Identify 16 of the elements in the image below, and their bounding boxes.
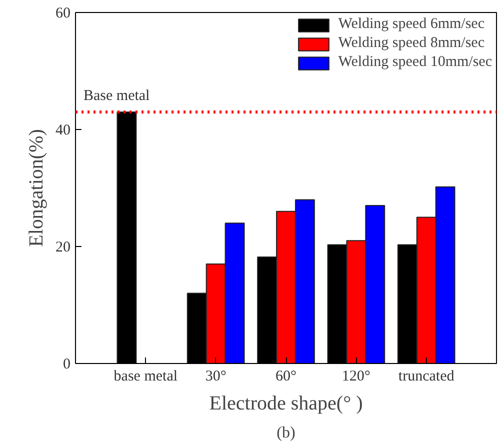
legend-label: Welding speed 8mm/sec [338,35,484,52]
x-tick-label: 30° [205,368,226,384]
y-axis-title: Elongation(%) [26,129,48,247]
x-axis-title: Electrode shape(° ) [209,392,363,414]
legend-label: Welding speed 6mm/sec [338,16,484,33]
text: (b) [276,424,296,442]
x-tick-label: truncated [398,368,455,384]
legend-label: Welding speed 10mm/sec [338,54,492,71]
x-tick-label: 60° [276,368,296,384]
y-tick-label: 0 [63,356,70,372]
y-tick-label: 20 [56,240,70,256]
y-tick-label: 60 [56,6,70,22]
x-tick-label: base metal [114,368,178,384]
y-tick-label: 40 [56,122,70,138]
ref-line-label: Base metal [84,88,150,104]
x-tick-label: 120° [342,368,370,384]
